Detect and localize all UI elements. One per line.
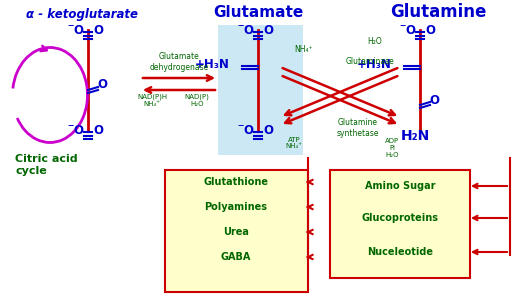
Text: H₂N: H₂N bbox=[400, 129, 430, 143]
Text: O: O bbox=[73, 124, 83, 137]
Text: Urea: Urea bbox=[223, 227, 249, 237]
Text: O: O bbox=[97, 79, 107, 92]
Text: O: O bbox=[73, 24, 83, 37]
Text: Glutaminase: Glutaminase bbox=[346, 57, 394, 66]
Text: –: – bbox=[238, 20, 244, 33]
Text: –: – bbox=[400, 20, 406, 33]
Bar bbox=[330, 170, 470, 278]
Text: NH₄⁺: NH₄⁺ bbox=[295, 46, 314, 54]
Text: Amino Sugar: Amino Sugar bbox=[365, 181, 435, 191]
Text: +H₃N: +H₃N bbox=[195, 59, 230, 72]
Text: O: O bbox=[405, 24, 415, 37]
Text: Nuceleotide: Nuceleotide bbox=[367, 247, 433, 257]
Bar bbox=[218, 25, 303, 155]
Text: –: – bbox=[68, 120, 74, 133]
Text: Glutamine
synthetase: Glutamine synthetase bbox=[337, 118, 379, 138]
Text: +H₃N: +H₃N bbox=[357, 59, 392, 72]
Text: O: O bbox=[429, 94, 439, 107]
Text: Glutamate: Glutamate bbox=[213, 5, 303, 20]
Text: ADP
Pi
H₂O: ADP Pi H₂O bbox=[385, 138, 399, 158]
Text: –: – bbox=[68, 20, 74, 33]
Text: Glutamine: Glutamine bbox=[390, 3, 486, 21]
Text: –: – bbox=[238, 120, 244, 133]
Text: NAD(P)H
NH₄⁺: NAD(P)H NH₄⁺ bbox=[137, 93, 167, 107]
Text: O: O bbox=[425, 24, 435, 37]
Text: GABA: GABA bbox=[221, 252, 251, 262]
Text: O: O bbox=[243, 24, 253, 37]
Text: O: O bbox=[93, 24, 103, 37]
Bar bbox=[165, 170, 308, 292]
Text: O: O bbox=[263, 24, 273, 37]
Text: Polyamines: Polyamines bbox=[204, 202, 267, 212]
Text: Citric acid
cycle: Citric acid cycle bbox=[15, 154, 77, 176]
Text: O: O bbox=[243, 124, 253, 137]
Text: O: O bbox=[263, 124, 273, 137]
Text: α - ketoglutarate: α - ketoglutarate bbox=[26, 8, 138, 21]
Text: H₂O: H₂O bbox=[368, 37, 382, 47]
Text: O: O bbox=[93, 124, 103, 137]
Text: ATP
NH₄⁺: ATP NH₄⁺ bbox=[285, 137, 303, 149]
Text: Glutamate
dehydrogenase: Glutamate dehydrogenase bbox=[149, 52, 209, 72]
Text: Glucoproteins: Glucoproteins bbox=[361, 213, 438, 223]
Text: Glutathione: Glutathione bbox=[203, 177, 268, 187]
Text: NAD(P)
H₂O: NAD(P) H₂O bbox=[185, 93, 210, 107]
